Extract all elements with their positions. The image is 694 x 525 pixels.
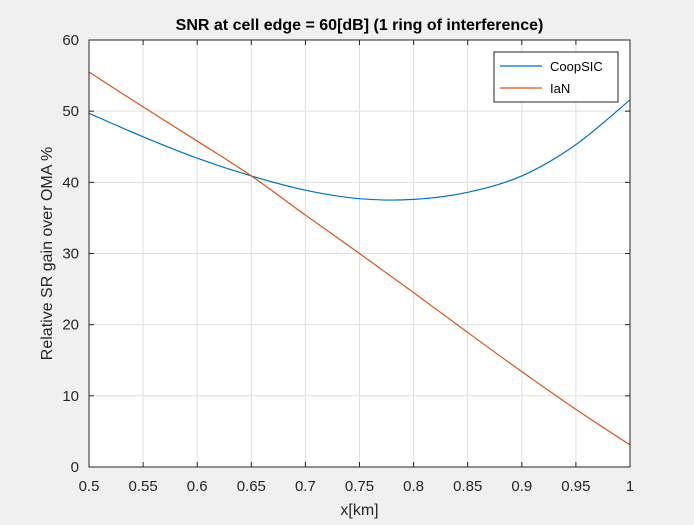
x-axis-label: x[km] xyxy=(340,502,378,519)
y-tick-label: 40 xyxy=(62,174,79,191)
ticks: 0.5 0.55 0.6 0.65 0.7 0.75 0.8 0.85 0.9 0.95 10102… xyxy=(62,32,634,495)
y-tick-label: 20 xyxy=(62,317,79,334)
x-tick-label: 0.9 xyxy=(511,478,532,495)
legend: CoopSIC IaN xyxy=(493,51,619,103)
y-tick-label: 50 xyxy=(62,103,79,120)
legend-box xyxy=(493,51,619,103)
legend-label-ian: IaN xyxy=(550,81,570,96)
x-tick-label: 0.5 xyxy=(79,478,100,495)
series-line-coopsic xyxy=(88,99,631,201)
x-tick-label: 0.55 xyxy=(128,478,157,495)
legend-label-coopsic: CoopSIC xyxy=(550,59,603,74)
y-tick-label: 10 xyxy=(62,388,79,405)
y-tick-label: 30 xyxy=(62,246,79,263)
y-axis-label: Relative SR gain over OMA % xyxy=(39,147,56,360)
x-tick-label: 0.65 xyxy=(237,478,266,495)
x-tick-label: 0.6 xyxy=(187,478,208,495)
chart-title: SNR at cell edge = 60[dB] (1 ring of int… xyxy=(176,17,544,34)
y-tick-label: 60 xyxy=(62,32,79,49)
series-layer xyxy=(88,71,631,446)
x-tick-label: 0.7 xyxy=(295,478,316,495)
x-tick-label: 0.95 xyxy=(561,478,590,495)
x-tick-label: 1 xyxy=(626,478,634,495)
series-line-ian xyxy=(88,71,631,446)
y-tick-label: 0 xyxy=(71,459,79,476)
x-tick-label: 0.75 xyxy=(345,478,374,495)
x-tick-label: 0.8 xyxy=(403,478,424,495)
x-tick-label: 0.85 xyxy=(453,478,482,495)
